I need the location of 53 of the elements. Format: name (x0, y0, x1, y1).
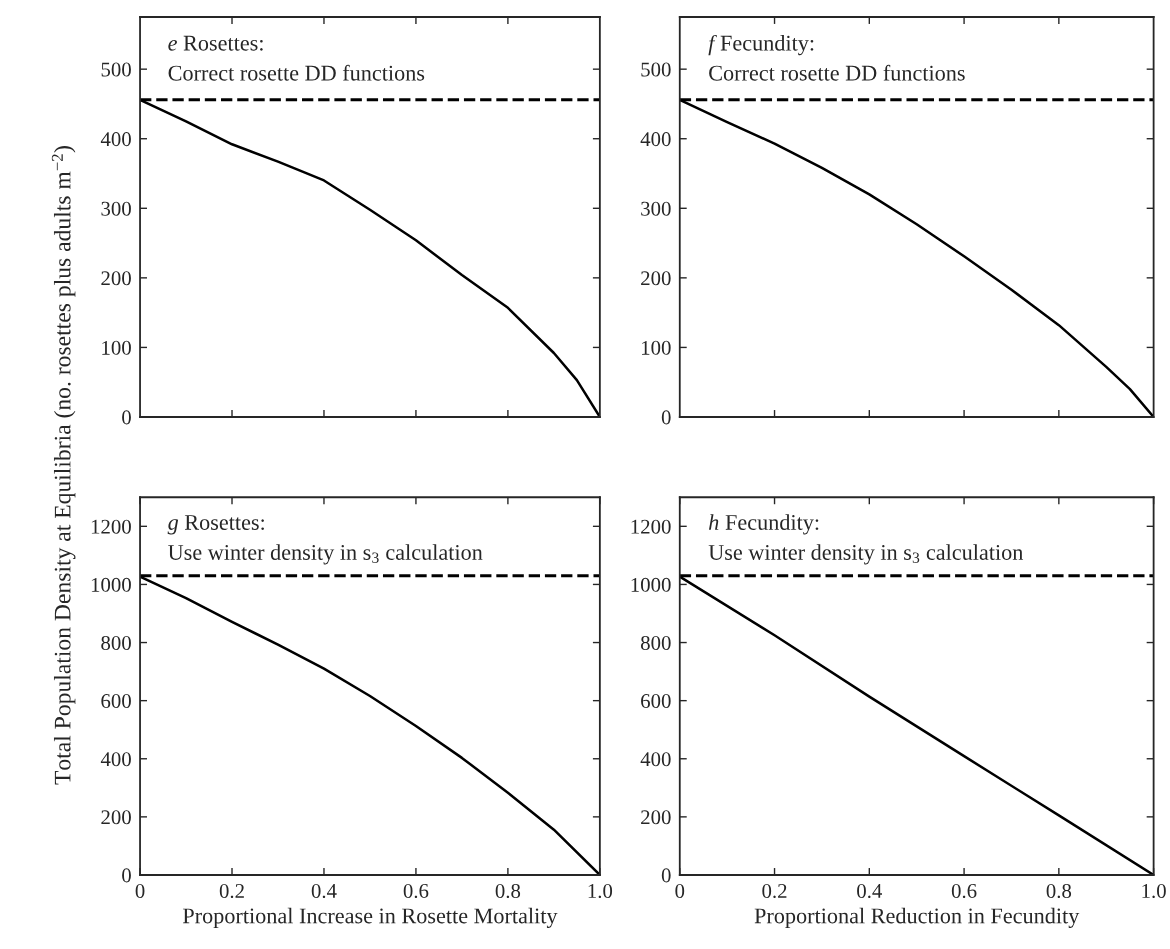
annotation: Rosettes: (184, 515, 264, 531)
x-tick-label: 0.8 (495, 883, 521, 899)
y-tick-label: 1000 (631, 577, 671, 592)
y-tick-label: 400 (640, 132, 671, 147)
x-tick-label: 0.2 (762, 883, 787, 899)
y-tick-label: 300 (101, 201, 131, 216)
y-tick-label: 400 (100, 752, 131, 767)
y-tick-label: 0 (122, 868, 131, 883)
y-tick-label: 200 (101, 810, 131, 825)
x-tick-label: 0 (135, 883, 145, 898)
y-tick-label: 0 (661, 868, 671, 883)
x-axis-title: Proportional Reduction in Fecundity (754, 907, 1080, 928)
annotation: Correct rosette DD functions (168, 64, 425, 81)
annotation: g (167, 519, 179, 535)
y-tick-label: 300 (641, 201, 671, 216)
x-tick-label: 0.8 (1046, 883, 1072, 899)
y-tick-label: 200 (101, 271, 131, 286)
y-tick-label: 600 (101, 694, 131, 709)
y-tick-label: 800 (101, 635, 131, 650)
y-tick-label: 200 (641, 810, 671, 825)
y-tick-label: 600 (641, 694, 671, 709)
x-tick-label: 1.0 (588, 883, 613, 899)
y-tick-label: 0 (661, 410, 671, 425)
y-axis-title: Total Population Density at Equilibria (no. rosettes plus adults m$^{−2}$) (51, 146, 76, 785)
annotation: h (709, 514, 719, 530)
annotation: Fecundity: (720, 34, 814, 56)
x-tick-label: 0.6 (951, 883, 977, 899)
y-tick-label: 400 (100, 132, 131, 147)
annotation: Rosettes: (183, 35, 263, 51)
y-tick-label: 1200 (91, 519, 131, 534)
annotation: Fecundity: (725, 514, 819, 535)
annotation: e (168, 39, 177, 51)
annotation: Correct rosette DD functions (709, 64, 965, 81)
y-tick-label: 100 (642, 340, 671, 355)
y-tick-label: 100 (102, 340, 131, 355)
y-tick-label: 400 (640, 752, 671, 767)
x-tick-label: 0 (675, 883, 685, 898)
y-tick-label: 500 (101, 62, 131, 77)
y-tick-label: 0 (122, 410, 131, 425)
annotation: Use winter density in s$_{3}$ calculation (168, 544, 483, 565)
x-axis-title: Proportional Increase in Rosette Mortality (182, 907, 558, 928)
y-tick-label: 200 (641, 271, 671, 286)
y-tick-label: 800 (640, 635, 671, 650)
annotation: f (708, 34, 717, 56)
y-tick-label: 500 (641, 62, 671, 77)
annotation: Use winter density in s$_{3}$ calculation (708, 544, 1024, 565)
y-tick-label: 1000 (91, 577, 131, 592)
x-tick-label: 0.4 (857, 883, 883, 899)
y-tick-label: 1200 (631, 519, 671, 534)
x-tick-label: 1.0 (1142, 883, 1166, 899)
x-tick-label: 0.6 (403, 883, 429, 899)
x-tick-label: 0.4 (311, 883, 337, 899)
x-tick-label: 0.2 (219, 883, 244, 899)
